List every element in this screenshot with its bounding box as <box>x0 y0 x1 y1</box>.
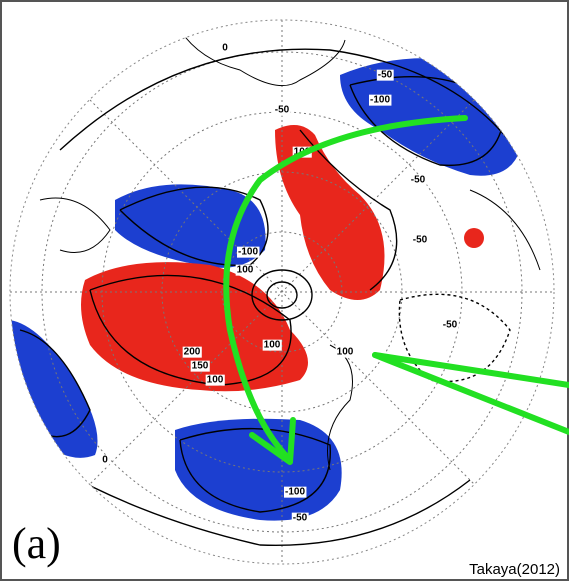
credit: Takaya(2012) <box>469 561 560 578</box>
contour-label: -50 <box>275 105 290 116</box>
contour-label: -50 <box>443 320 458 331</box>
contour-label: 0 <box>102 455 108 466</box>
contour-label: -50 <box>293 513 308 524</box>
panel-label: (a) <box>12 519 61 568</box>
contour-label: 150 <box>192 361 209 372</box>
contour-label: 100 <box>207 375 224 386</box>
contour-label: -50 <box>378 70 393 81</box>
contour-label: -50 <box>411 175 426 186</box>
contour-label: -100 <box>370 95 390 106</box>
figure: 0 -50 -100 -50 100 -50 -100 100 100 200 … <box>0 0 569 581</box>
contour-label: -100 <box>285 487 305 498</box>
page: {"panel_label":"(a)","credit":"Takaya(20… <box>0 0 569 581</box>
contour-label: -50 <box>413 235 428 246</box>
contour-label: 100 <box>337 347 354 358</box>
contour-label: 200 <box>184 347 201 358</box>
positive-anomaly <box>464 228 484 248</box>
contour-label: 100 <box>237 265 254 276</box>
contour-label: 100 <box>264 340 281 351</box>
contour-label: -100 <box>238 247 258 258</box>
contour-label: 0 <box>222 43 228 54</box>
